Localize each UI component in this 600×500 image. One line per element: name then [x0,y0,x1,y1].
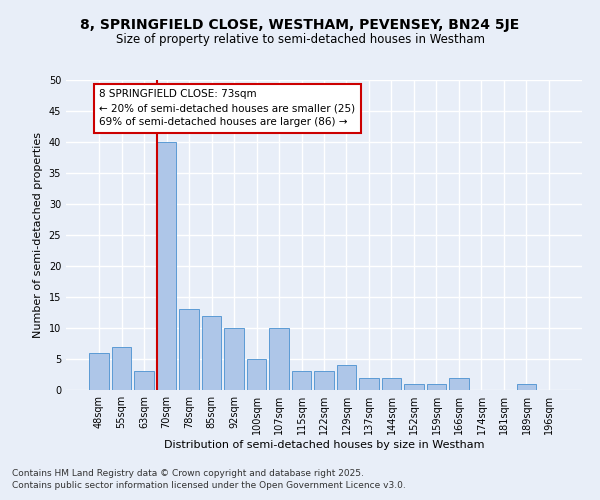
Bar [247,359,266,390]
Bar [157,142,176,390]
Bar [112,346,131,390]
Y-axis label: Number of semi-detached properties: Number of semi-detached properties [33,132,43,338]
Bar [202,316,221,390]
Bar [89,353,109,390]
Bar [427,384,446,390]
Bar [134,372,154,390]
Text: Contains HM Land Registry data © Crown copyright and database right 2025.: Contains HM Land Registry data © Crown c… [12,468,364,477]
X-axis label: Distribution of semi-detached houses by size in Westham: Distribution of semi-detached houses by … [164,440,484,450]
Text: Contains public sector information licensed under the Open Government Licence v3: Contains public sector information licen… [12,481,406,490]
Bar [269,328,289,390]
Bar [179,310,199,390]
Text: Size of property relative to semi-detached houses in Westham: Size of property relative to semi-detach… [115,32,485,46]
Text: 8, SPRINGFIELD CLOSE, WESTHAM, PEVENSEY, BN24 5JE: 8, SPRINGFIELD CLOSE, WESTHAM, PEVENSEY,… [80,18,520,32]
Bar [314,372,334,390]
Bar [337,365,356,390]
Bar [517,384,536,390]
Bar [359,378,379,390]
Bar [224,328,244,390]
Bar [404,384,424,390]
Bar [449,378,469,390]
Bar [382,378,401,390]
Text: 8 SPRINGFIELD CLOSE: 73sqm
← 20% of semi-detached houses are smaller (25)
69% of: 8 SPRINGFIELD CLOSE: 73sqm ← 20% of semi… [100,90,356,128]
Bar [292,372,311,390]
